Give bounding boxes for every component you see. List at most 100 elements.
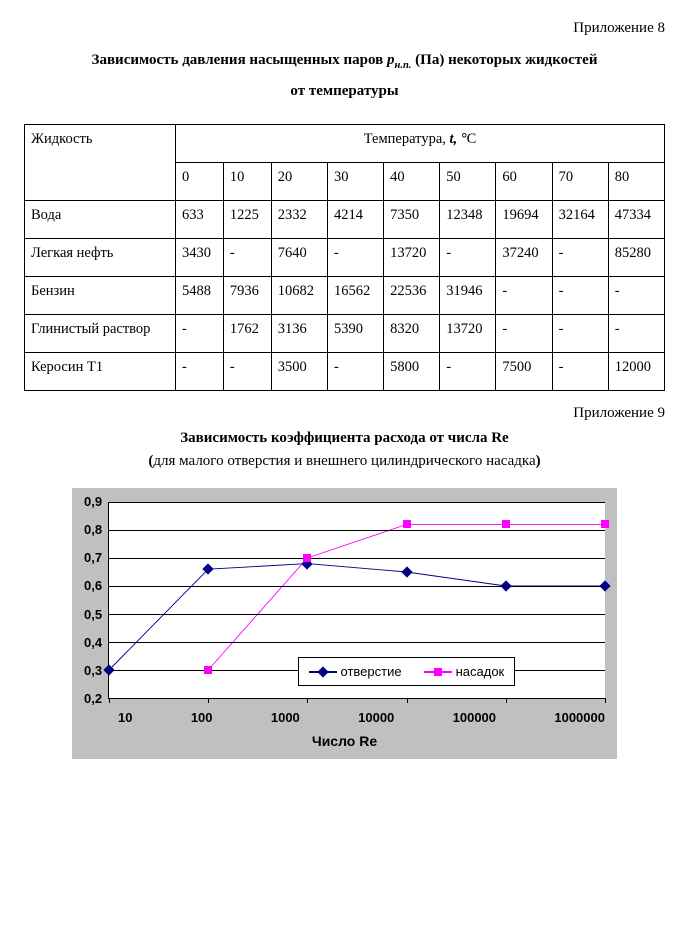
table-cell: -: [223, 353, 271, 391]
table-cell: 7350: [384, 201, 440, 239]
table-cell: 7936: [223, 277, 271, 315]
y-tick-label: 0,2: [84, 691, 102, 706]
x-tick-label: 100: [191, 710, 213, 725]
table-cell: -: [552, 277, 608, 315]
table-cell: 12000: [608, 353, 664, 391]
square-marker-icon: [434, 668, 442, 676]
x-tick: [407, 698, 408, 703]
table-cell: 3430: [176, 239, 224, 277]
table-cell: 85280: [608, 239, 664, 277]
legend-item: отверстие: [309, 664, 402, 679]
table-cell: 47334: [608, 201, 664, 239]
table-cell: -: [608, 277, 664, 315]
table-cell: 80: [608, 163, 664, 201]
y-tick-label: 0,5: [84, 607, 102, 622]
table-row: Керосин Т1--3500-5800-7500-12000: [25, 353, 665, 391]
table-cell: 32164: [552, 201, 608, 239]
y-tick-label: 0,8: [84, 522, 102, 537]
y-tick-label: 0,9: [84, 494, 102, 509]
table-cell: 40: [384, 163, 440, 201]
table-cell: 30: [327, 163, 383, 201]
legend-label: насадок: [456, 664, 505, 679]
table-cell: 31946: [440, 277, 496, 315]
series-line: [109, 564, 605, 670]
title-9: Зависимость коэффициента расхода от числ…: [24, 430, 665, 447]
table-cell: 3500: [271, 353, 327, 391]
appendix-9-label: Приложение 9: [24, 405, 665, 422]
y-axis-labels: 0,9 0,8 0,7 0,6 0,5 0,4 0,3 0,2: [84, 494, 108, 706]
legend-item: насадок: [424, 664, 505, 679]
appendix-8-label: Приложение 8: [24, 20, 665, 37]
table-cell: 8320: [384, 315, 440, 353]
table-cell: 22536: [384, 277, 440, 315]
table-cell: 7640: [271, 239, 327, 277]
subtitle-9: (для малого отверстия и внешнего цилиндр…: [24, 453, 665, 470]
table-cell: -: [552, 315, 608, 353]
table-cell: 12348: [440, 201, 496, 239]
table-cell: 3136: [271, 315, 327, 353]
table-row: Бензин5488793610682165622253631946---: [25, 277, 665, 315]
table-cell: 20: [271, 163, 327, 201]
x-axis-labels: 10 100 1000 10000 100000 1000000: [118, 710, 605, 725]
table-cell: 633: [176, 201, 224, 239]
table-cell: 70: [552, 163, 608, 201]
x-tick: [506, 698, 507, 703]
legend-label: отверстие: [341, 664, 402, 679]
table-cell: 1225: [223, 201, 271, 239]
y-tick-label: 0,6: [84, 578, 102, 593]
gridline: [109, 586, 605, 587]
x-tick-label: 1000: [271, 710, 300, 725]
table-cell: 0: [176, 163, 224, 201]
table-cell: Вода: [25, 201, 176, 239]
table-cell: 5488: [176, 277, 224, 315]
table-cell: -: [440, 353, 496, 391]
table-cell: 50: [440, 163, 496, 201]
series-line: [208, 524, 605, 670]
table-cell: -: [223, 239, 271, 277]
table-cell: -: [440, 239, 496, 277]
square-marker-icon: [502, 520, 510, 528]
table-row: Вода633122523324214735012348196943216447…: [25, 201, 665, 239]
y-tick-label: 0,4: [84, 635, 102, 650]
table-cell: -: [327, 239, 383, 277]
x-tick: [208, 698, 209, 703]
table-cell: Керосин Т1: [25, 353, 176, 391]
table-cell: 4214: [327, 201, 383, 239]
table-cell: -: [327, 353, 383, 391]
table-cell: 10: [223, 163, 271, 201]
table-cell: 37240: [496, 239, 552, 277]
table-cell: -: [496, 277, 552, 315]
x-tick: [307, 698, 308, 703]
table-cell: -: [176, 353, 224, 391]
y-tick-label: 0,7: [84, 550, 102, 565]
x-tick-label: 10000: [358, 710, 394, 725]
chart-legend: отверстие насадок: [298, 657, 516, 686]
table-cell: 7500: [496, 353, 552, 391]
vapor-pressure-table: Жидкость Температура, t, °С 010203040506…: [24, 124, 665, 391]
table-cell: Легкая нефть: [25, 239, 176, 277]
table-cell: 10682: [271, 277, 327, 315]
gridline: [109, 530, 605, 531]
square-marker-icon: [204, 666, 212, 674]
table-cell: 19694: [496, 201, 552, 239]
gridline: [109, 642, 605, 643]
x-tick-label: 1000000: [554, 710, 605, 725]
table-cell: -: [608, 315, 664, 353]
table-cell: Глинистый раствор: [25, 315, 176, 353]
table-row: Легкая нефть3430-7640-13720-37240-85280: [25, 239, 665, 277]
table-cell: 13720: [384, 239, 440, 277]
legend-swatch: [424, 671, 452, 673]
x-tick: [605, 698, 606, 703]
y-tick-label: 0,3: [84, 663, 102, 678]
x-tick: [109, 698, 110, 703]
table-cell: 13720: [440, 315, 496, 353]
table-cell: -: [496, 315, 552, 353]
table-cell: 5800: [384, 353, 440, 391]
x-tick-label: 100000: [453, 710, 496, 725]
x-axis-title: Число Re: [84, 733, 605, 749]
x-tick-label: 10: [118, 710, 132, 725]
square-marker-icon: [601, 520, 609, 528]
gridline: [109, 502, 605, 503]
square-marker-icon: [303, 554, 311, 562]
discharge-coeff-chart: 0,9 0,8 0,7 0,6 0,5 0,4 0,3 0,2 отверстие насад…: [72, 488, 617, 759]
